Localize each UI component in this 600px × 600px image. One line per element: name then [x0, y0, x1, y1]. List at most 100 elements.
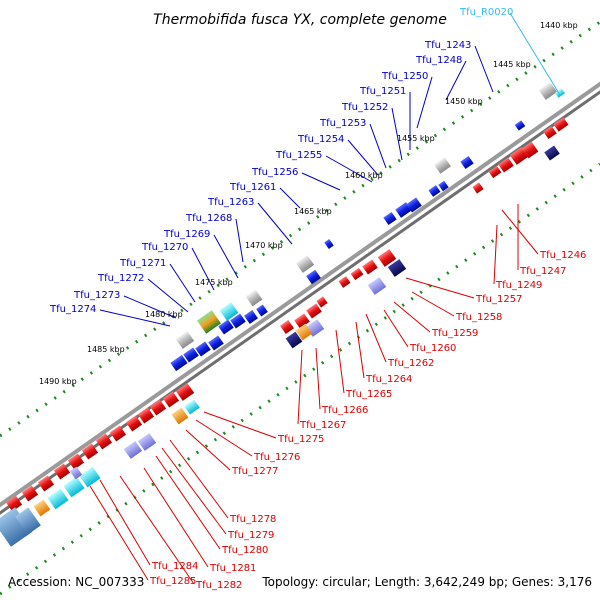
reverse-gene-label: Tfu_1284 — [151, 561, 198, 572]
forward-gene-leader — [169, 263, 196, 303]
forward-gene-label: Tfu_1263 — [207, 197, 254, 208]
gene-feature — [95, 433, 113, 450]
forward-gene-leader — [99, 309, 171, 327]
gene-feature — [377, 249, 397, 267]
gene-feature — [15, 507, 41, 535]
gene-feature — [383, 211, 397, 226]
gene-feature — [125, 415, 143, 432]
reverse-gene-label: Tfu_1278 — [229, 514, 276, 525]
gene-feature — [488, 165, 502, 179]
scale-tick-label: 1490 kbp — [39, 377, 77, 386]
gene-feature — [306, 269, 321, 285]
reverse-gene-label: Tfu_1257 — [475, 294, 522, 305]
reverse-gene-leader — [393, 301, 431, 333]
forward-gene-label: Tfu_1269 — [163, 229, 210, 240]
gene-feature — [438, 180, 449, 192]
gene-feature — [183, 347, 199, 363]
gene-feature — [69, 466, 83, 480]
gene-feature — [208, 335, 224, 351]
forward-gene-leader — [416, 76, 433, 129]
forward-gene-label: Tfu_1254 — [297, 134, 344, 145]
scale-tick-label: 1480 kbp — [145, 310, 183, 319]
forward-gene-label: Tfu_1255 — [275, 150, 322, 161]
gene-feature — [33, 499, 51, 517]
reverse-gene-leader — [383, 309, 409, 348]
forward-gene-leader — [391, 107, 403, 161]
reverse-gene-leader — [411, 291, 455, 317]
gene-feature — [434, 157, 451, 174]
forward-gene-leader — [474, 45, 494, 93]
reverse-gene-label: Tfu_1267 — [299, 420, 346, 431]
reverse-gene-label: Tfu_1281 — [209, 563, 256, 574]
forward-gene-label: Tfu_1261 — [229, 182, 276, 193]
leaders-layer — [89, 12, 561, 585]
gene-feature — [428, 185, 441, 197]
gene-feature — [544, 145, 560, 161]
forward-gene-label: Tfu_1253 — [319, 118, 366, 129]
reverse-gene-label: Tfu_1247 — [519, 266, 566, 277]
gene-feature — [521, 141, 539, 159]
reverse-gene-leader — [99, 479, 151, 566]
forward-gene-leader — [257, 202, 293, 245]
gene-feature — [460, 155, 474, 170]
scale-tick-label: 1460 kbp — [345, 171, 383, 180]
gene-feature — [362, 259, 378, 275]
forward-gene-leader — [235, 218, 244, 263]
gene-feature — [367, 277, 387, 295]
gene-feature — [538, 82, 558, 100]
forward-gene-leader — [147, 278, 189, 313]
reverse-gene-label: Tfu_1282 — [195, 580, 242, 591]
gene-feature — [498, 157, 514, 173]
gene-feature — [553, 117, 569, 132]
gene-feature — [63, 476, 85, 498]
forward-gene-label: Tfu_1268 — [185, 213, 232, 224]
reverse-gene-leader — [335, 329, 345, 394]
gene-feature — [280, 320, 294, 334]
scale-tick-label: 1465 kbp — [294, 207, 332, 216]
gene-feature — [197, 310, 221, 334]
gene-feature — [295, 255, 315, 273]
reverse-gene-label: Tfu_1275 — [277, 434, 324, 445]
scale-tick-label: 1475 kbp — [195, 278, 233, 287]
scale-tick-label: 1485 kbp — [87, 345, 125, 354]
forward-gene-label: Tfu_1243 — [424, 40, 471, 51]
reverse-gene-leader — [161, 447, 227, 535]
reverse-gene-leader — [405, 277, 475, 299]
forward-gene-label: Tfu_1272 — [97, 273, 144, 284]
reverse-gene-label: Tfu_1279 — [227, 530, 274, 541]
forward-gene-label: Tfu_1271 — [119, 258, 166, 269]
gene-feature — [0, 507, 33, 547]
gene-feature — [294, 313, 310, 329]
reverse-gene-label: Tfu_1260 — [409, 343, 456, 354]
topology-text: Topology: circular; Length: 3,642,249 bp… — [261, 575, 592, 589]
gene-feature — [21, 485, 39, 502]
scale-ticks: 1440 kbp 1445 kbp 1450 kbp 1455 kbp 1460 kbp… — [39, 21, 578, 386]
gene-feature — [514, 120, 526, 131]
gene-feature — [171, 407, 189, 425]
gene-feature — [219, 302, 239, 321]
reverse-gene-leader — [501, 209, 539, 255]
gene-feature — [175, 331, 195, 349]
gene-feature — [5, 495, 23, 512]
gene-feature — [555, 88, 565, 98]
gene-feature — [79, 466, 101, 488]
gene-feature — [256, 304, 268, 317]
reverse-gene-leader — [119, 475, 195, 585]
gene-feature — [195, 341, 211, 357]
gene-feature — [387, 259, 407, 277]
scale-tick-label: 1455 kbp — [397, 134, 435, 143]
reverse-gene-leader — [297, 349, 303, 425]
gene-feature — [149, 399, 167, 416]
reverse-gene-leader — [203, 411, 277, 439]
reverse-gene-label: Tfu_1265 — [345, 389, 392, 400]
reverse-gene-label: Tfu_1276 — [253, 452, 300, 463]
gene-feature — [47, 488, 69, 510]
gene-feature — [175, 383, 195, 401]
forward-gene-label: Tfu_1274 — [49, 304, 96, 315]
accession-text: Accession: NC_007333 — [8, 575, 144, 589]
forward-gene-leader — [445, 60, 467, 101]
forward-gene-leader — [325, 155, 373, 183]
gene-feature — [170, 354, 188, 372]
forward-gene-label: Tfu_1270 — [141, 242, 188, 253]
features-layer — [0, 82, 569, 547]
